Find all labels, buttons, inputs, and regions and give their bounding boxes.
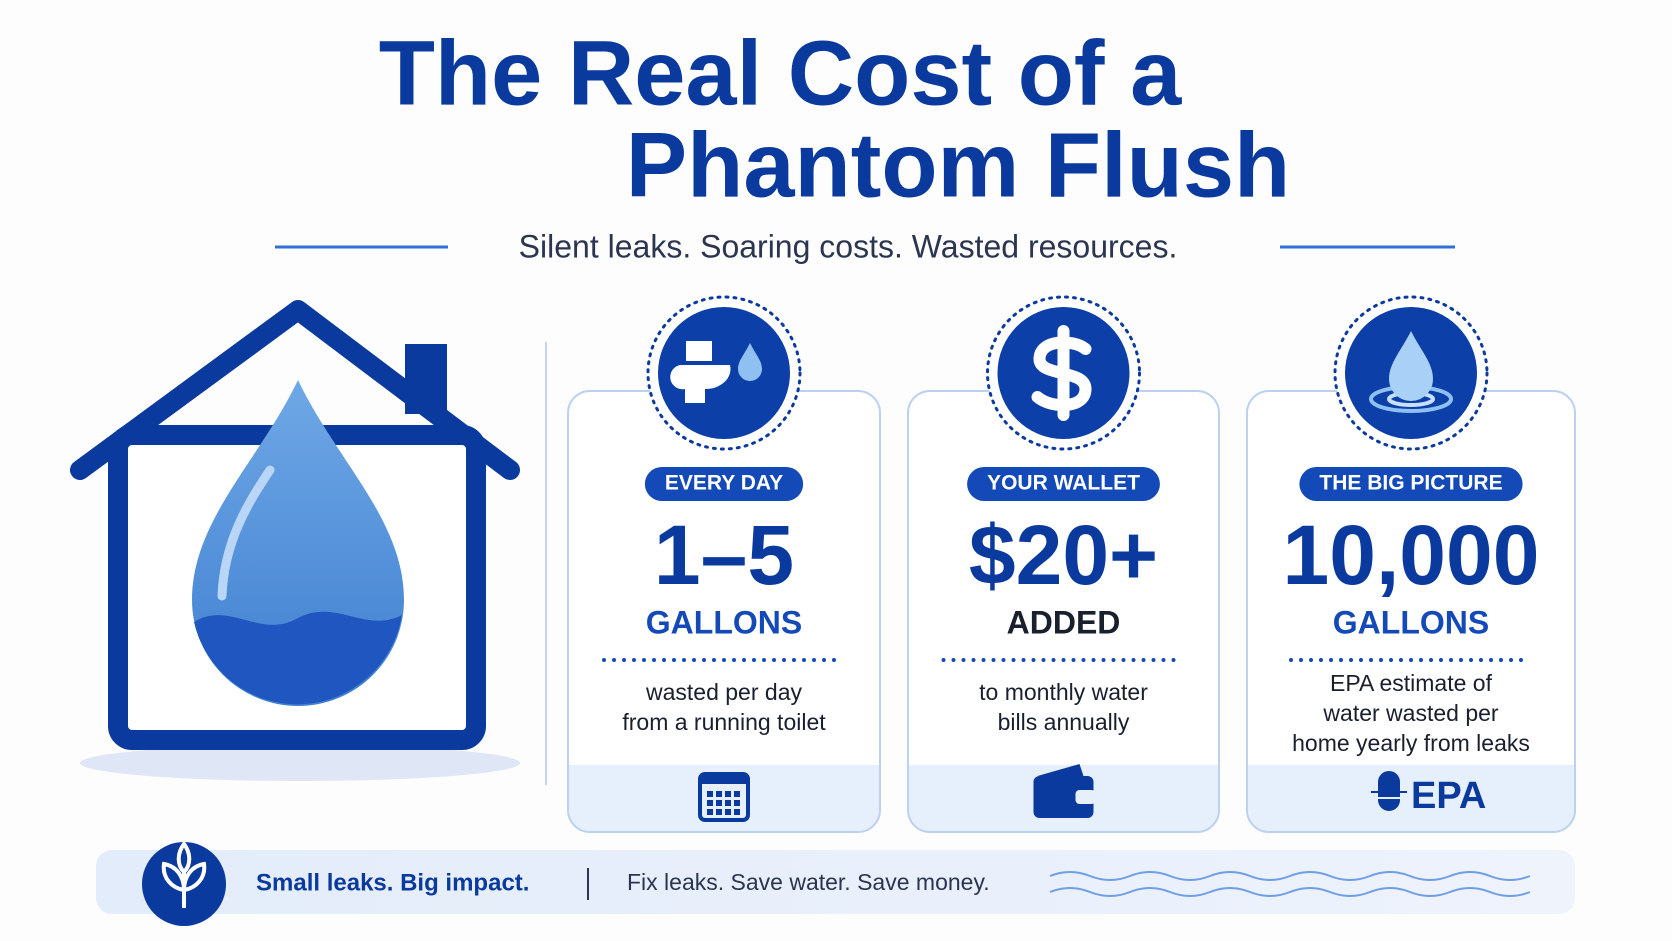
epa-flower bbox=[1371, 771, 1407, 811]
card-description: bills annually bbox=[998, 709, 1130, 735]
card-description: water wasted per bbox=[1322, 700, 1498, 726]
card-badge: THE BIG PICTURE bbox=[1319, 472, 1502, 495]
drop-glyph bbox=[738, 343, 762, 381]
card-icon bbox=[1031, 325, 1092, 421]
card-description: EPA estimate of bbox=[1330, 670, 1493, 696]
card-icon bbox=[1369, 331, 1453, 413]
stat-card: YOUR WALLET $20+ADDED to monthly water bill… bbox=[907, 295, 1220, 833]
card-unit: ADDED bbox=[1007, 604, 1121, 640]
footer-bar bbox=[96, 850, 1575, 914]
card-footer-panel bbox=[569, 765, 879, 831]
calendar-cell bbox=[725, 809, 731, 815]
waves bbox=[1049, 871, 1531, 897]
card-description: from a running toilet bbox=[622, 709, 826, 735]
card-icon bbox=[670, 341, 762, 403]
card-badge: EVERY DAY bbox=[665, 472, 783, 495]
calendar-top bbox=[700, 774, 748, 784]
badge-pill bbox=[1299, 467, 1523, 501]
subtitle: Silent leaks. Soaring costs. Wasted reso… bbox=[519, 228, 1178, 264]
footer-cta: Fix leaks. Save water. Save money. bbox=[627, 869, 990, 895]
wallet-clasp bbox=[1075, 790, 1096, 804]
calendar-cell bbox=[734, 791, 740, 797]
card-description: home yearly from leaks bbox=[1292, 730, 1530, 756]
wallet-flap bbox=[1037, 764, 1084, 776]
dollar-glyph bbox=[1031, 325, 1092, 421]
card-badge: YOUR WALLET bbox=[987, 472, 1140, 495]
card-footer-icon bbox=[698, 772, 750, 822]
calendar-cell bbox=[716, 809, 722, 815]
calendar-cell bbox=[707, 791, 713, 797]
drop-glyph bbox=[1389, 331, 1433, 401]
card-description: to monthly water bbox=[979, 679, 1148, 705]
title-line: The Real Cost of a bbox=[379, 22, 1182, 124]
card-stat: 10,000 bbox=[1283, 508, 1540, 602]
card-footer-label: EPA bbox=[1411, 775, 1486, 817]
calendar-cell bbox=[716, 791, 722, 797]
card-stat: $20+ bbox=[969, 508, 1158, 602]
toilet-glyph bbox=[670, 341, 731, 403]
card-unit: GALLONS bbox=[646, 604, 802, 640]
calendar-cell bbox=[707, 809, 713, 815]
calendar-cell bbox=[734, 809, 740, 815]
calendar-cell bbox=[707, 800, 713, 806]
footer-slogan: Small leaks. Big impact. bbox=[256, 869, 529, 896]
calendar-cell bbox=[725, 800, 731, 806]
card-stat: 1–5 bbox=[654, 508, 794, 602]
card-unit: GALLONS bbox=[1333, 604, 1489, 640]
card-description: wasted per day bbox=[645, 679, 802, 705]
calendar-cell bbox=[734, 800, 740, 806]
house-illustration bbox=[70, 300, 520, 781]
card-footer-panel bbox=[1248, 765, 1574, 831]
card-footer-icon bbox=[1033, 764, 1096, 818]
title-line: Phantom Flush bbox=[626, 114, 1290, 216]
leaf-glyph bbox=[161, 840, 207, 908]
calendar-cell bbox=[716, 800, 722, 806]
card-footer-icon: EPA bbox=[1371, 771, 1486, 817]
badge-pill bbox=[967, 467, 1160, 501]
calendar-cell bbox=[725, 791, 731, 797]
wallet-glyph bbox=[1033, 776, 1094, 818]
badge-pill bbox=[644, 467, 804, 501]
